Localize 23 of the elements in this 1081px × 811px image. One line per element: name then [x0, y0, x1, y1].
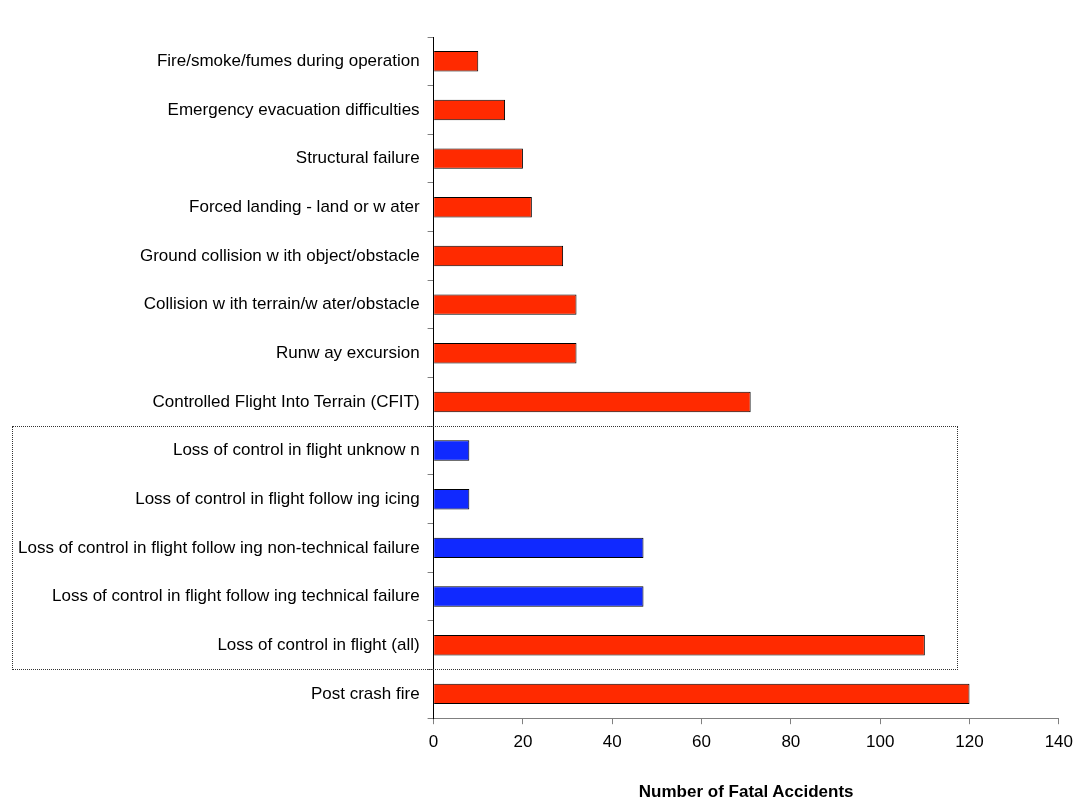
y-tick-label: Runw ay excursion — [275, 342, 420, 362]
x-axis-title: Number of Fatal Accidents — [638, 782, 854, 802]
y-tick-label: Loss of control in flight follow ing non-technical failure — [18, 537, 420, 557]
y-tick-label: Controlled Flight Into Terrain (CFIT) — [152, 391, 420, 411]
y-tick-label: Forced landing - land or w ater — [189, 196, 420, 216]
x-tick-label: 100 — [866, 732, 895, 752]
y-tick-label: Collision w ith terrain/w ater/obstacle — [143, 294, 420, 314]
x-tick-label: 80 — [781, 732, 801, 752]
y-tick-label: Post crash fire — [310, 683, 420, 703]
x-tick-label: 20 — [513, 732, 533, 752]
y-tick-label: Loss of control in flight (all) — [217, 634, 420, 654]
y-tick-label: Emergency evacuation difficulties — [167, 99, 420, 119]
y-tick-label: Loss of control in flight follow ing icing — [135, 488, 420, 508]
y-tick-label: Loss of control in flight unknow n — [172, 440, 420, 460]
y-tick-label: Structural failure — [295, 148, 420, 168]
y-tick-label: Loss of control in flight follow ing technical failure — [52, 586, 420, 606]
x-tick-label: 140 — [1044, 732, 1074, 752]
x-tick-label: 60 — [692, 732, 712, 752]
x-tick-label: 0 — [428, 732, 439, 752]
x-tick-label: 120 — [955, 732, 984, 752]
x-tick-label: 40 — [602, 732, 622, 752]
y-tick-label: Fire/smoke/fumes during operation — [156, 51, 420, 71]
y-tick-label: Ground collision w ith object/obstacle — [139, 245, 420, 265]
